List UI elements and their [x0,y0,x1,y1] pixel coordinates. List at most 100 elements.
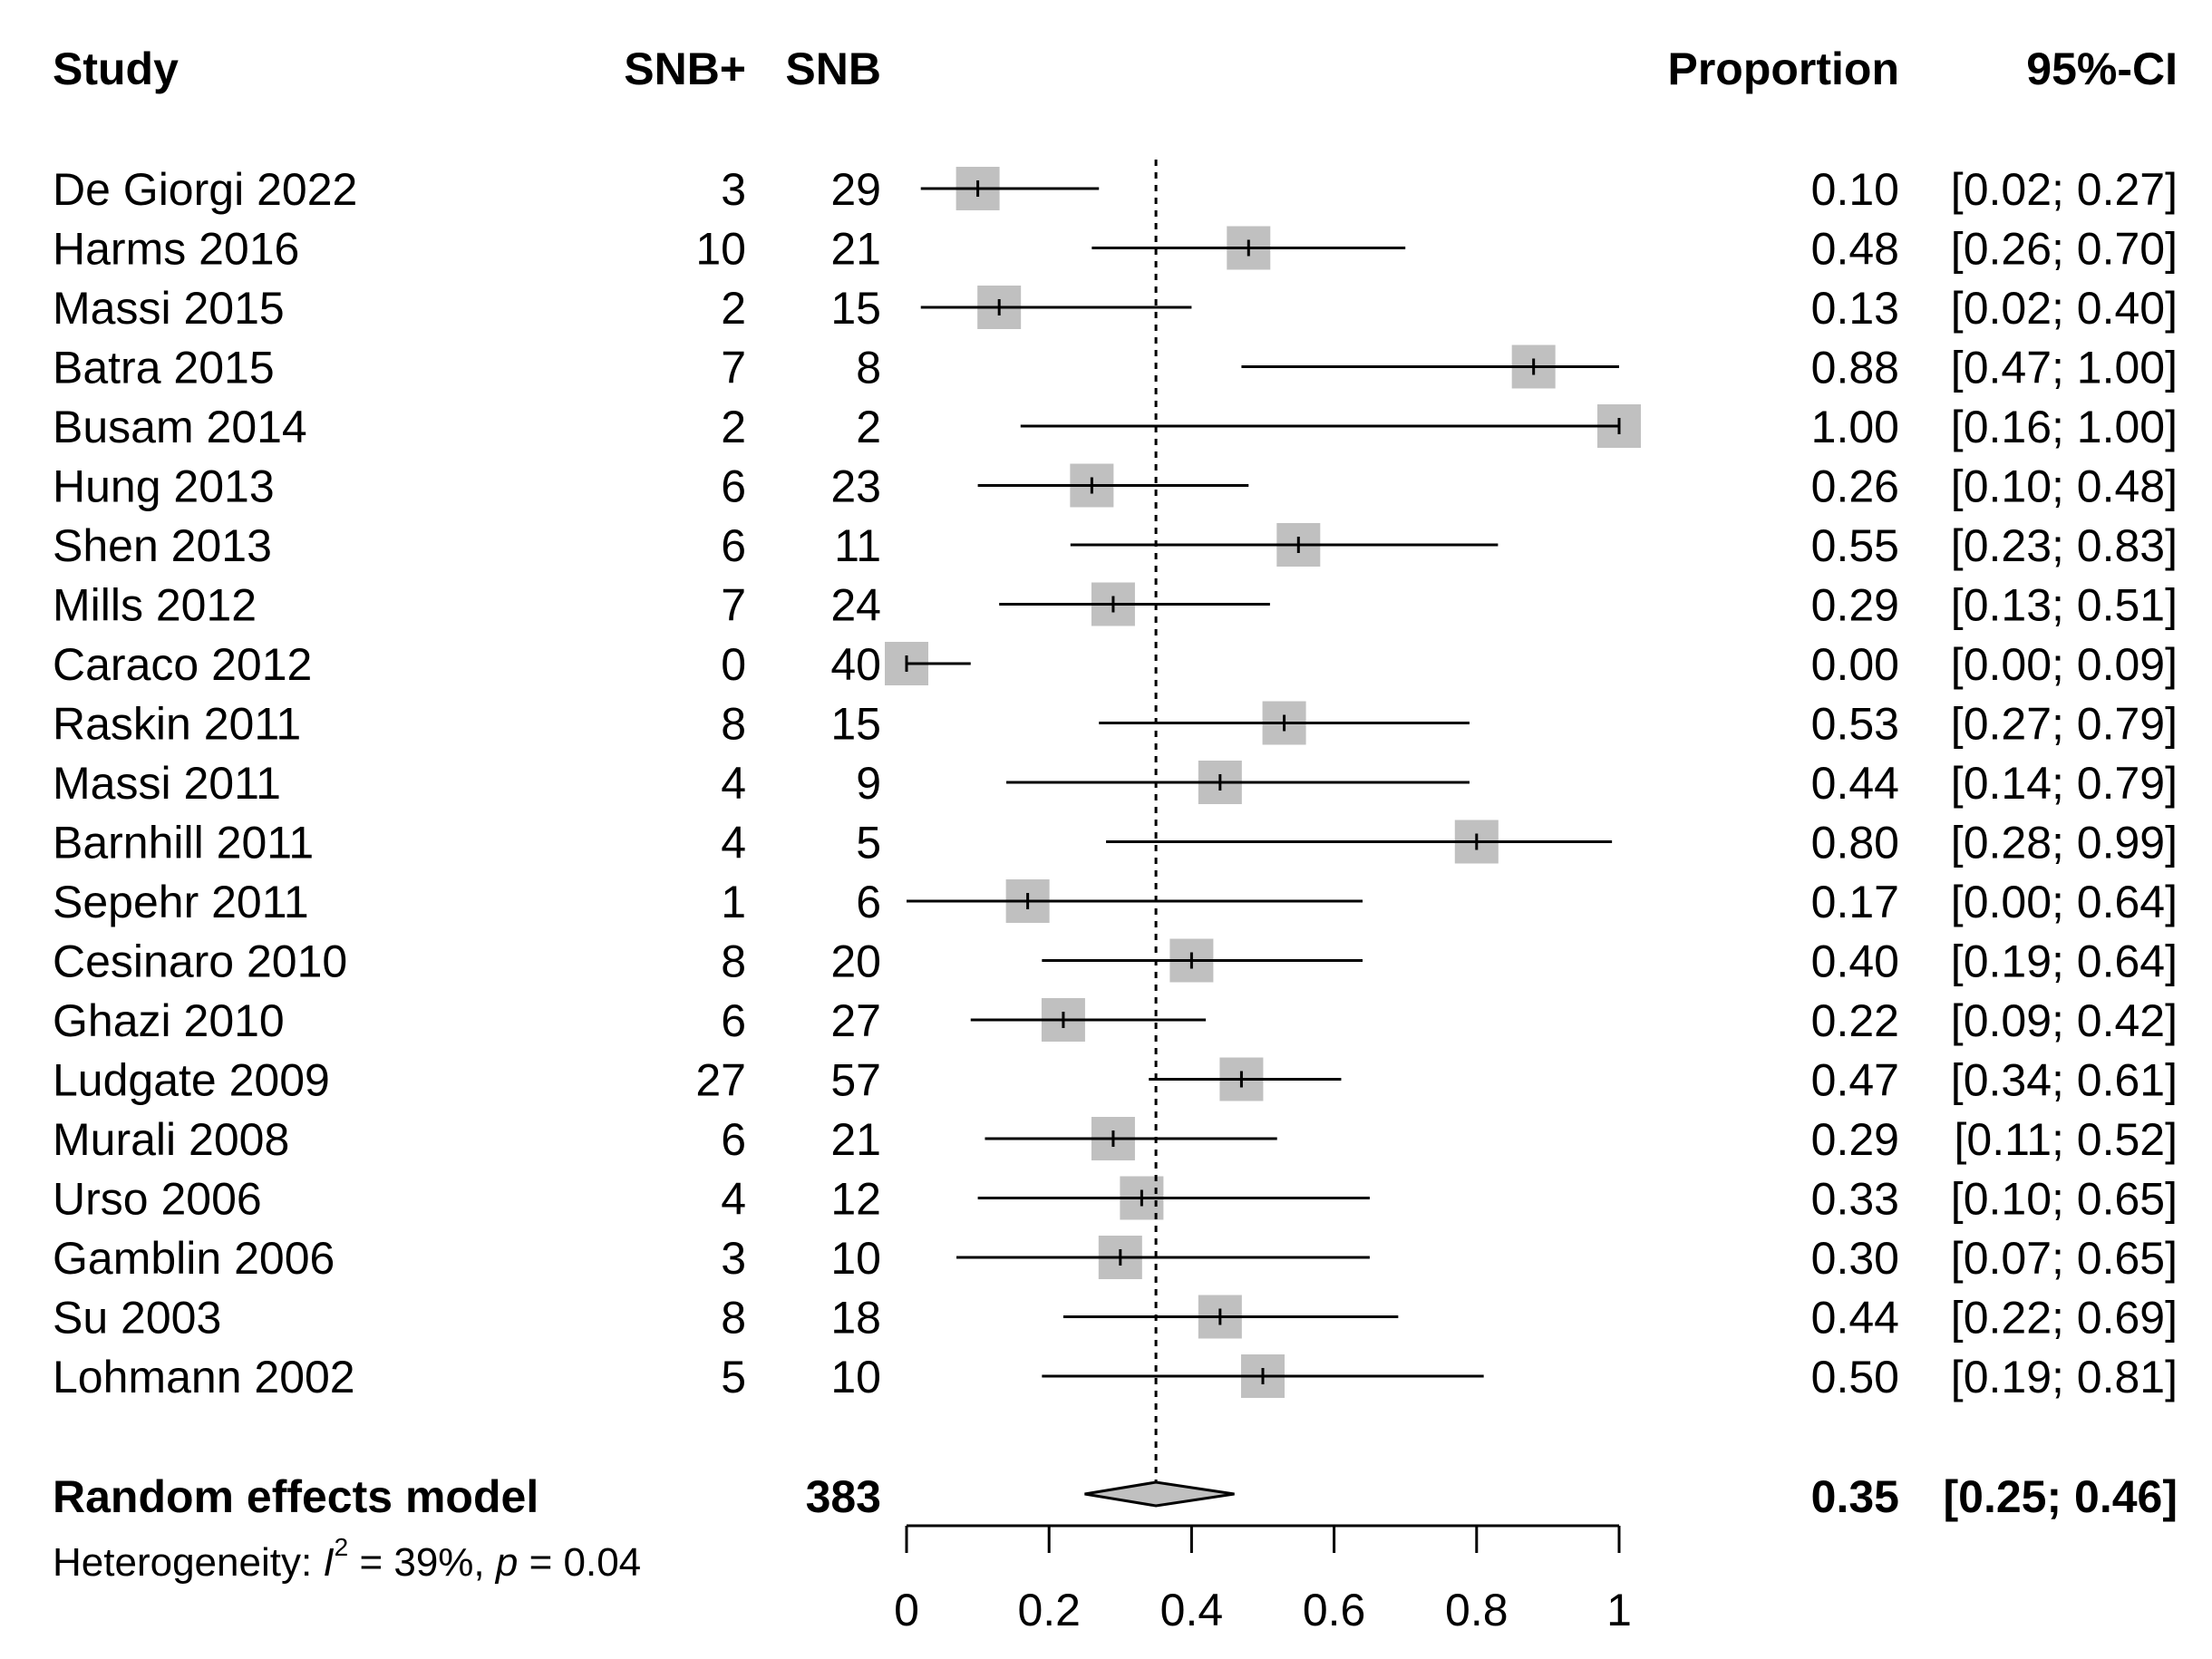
study-events: 0 [721,639,746,690]
study-row: Sepehr 2011 1 6 0.17 [0.00; 0.64] [53,877,2178,927]
study-total: 21 [830,1114,881,1165]
study-ci: [0.28; 0.99] [1951,818,2178,868]
study-events: 27 [695,1055,746,1106]
het-i2-exp: 2 [335,1533,349,1561]
study-events: 8 [721,936,746,987]
pooled-ci: [0.25; 0.46] [1944,1471,2178,1522]
study-name: Sepehr 2011 [53,877,309,927]
study-name: Batra 2015 [53,343,275,393]
study-name: Lohmann 2002 [53,1352,355,1402]
study-events: 6 [721,1114,746,1165]
study-proportion: 0.44 [1811,758,1899,809]
study-total: 8 [856,343,881,393]
study-proportion: 0.29 [1811,1114,1899,1165]
header-proportion: Proportion [1667,44,1899,94]
study-ci: [0.47; 1.00] [1951,343,2178,393]
study-events: 4 [721,818,746,868]
study-row: Batra 2015 7 8 0.88 [0.47; 1.00] [53,343,2178,393]
study-name: Su 2003 [53,1293,221,1344]
study-name: Massi 2011 [53,758,281,809]
study-proportion: 0.33 [1811,1174,1899,1225]
study-events: 6 [721,520,746,571]
study-row: Barnhill 2011 4 5 0.80 [0.28; 0.99] [53,818,2178,868]
plot-area: 0 0.2 0.4 0.6 0.8 1 [894,160,1632,1635]
study-proportion: 0.80 [1811,818,1899,868]
x-tick-label: 0.2 [1017,1585,1081,1635]
study-row: Massi 2015 2 15 0.13 [0.02; 0.40] [53,283,2178,334]
header-total: SNB [785,44,881,94]
pooled-proportion: 0.35 [1811,1471,1899,1522]
study-proportion: 1.00 [1811,402,1899,452]
study-row: Su 2003 8 18 0.44 [0.22; 0.69] [53,1293,2178,1344]
study-total: 2 [856,402,881,452]
study-total: 40 [830,639,881,690]
study-row: Busam 2014 2 2 1.00 [0.16; 1.00] [53,402,2178,452]
study-total: 9 [856,758,881,809]
x-tick-label: 0.8 [1445,1585,1509,1635]
study-name: Raskin 2011 [53,699,301,750]
pooled-label: Random effects model [53,1471,538,1522]
study-events: 4 [721,1174,746,1225]
study-name: De Giorgi 2022 [53,164,357,215]
x-tick-label: 0 [894,1585,919,1635]
study-ci: [0.07; 0.65] [1951,1233,2178,1284]
study-rows: De Giorgi 2022 3 29 0.10 [0.02; 0.27]Harms 2… [53,164,2178,1402]
study-proportion: 0.22 [1811,995,1899,1046]
study-events: 5 [721,1352,746,1402]
study-ci: [0.11; 0.52] [1955,1114,2178,1165]
study-ci: [0.14; 0.79] [1951,758,2178,809]
study-events: 2 [721,402,746,452]
study-name: Hung 2013 [53,461,275,512]
study-name: Urso 2006 [53,1174,262,1225]
study-row: Murali 2008 6 21 0.29 [0.11; 0.52] [53,1114,2178,1165]
study-ci: [0.19; 0.64] [1951,936,2178,987]
study-proportion: 0.10 [1811,164,1899,215]
study-events: 1 [721,877,746,927]
study-events: 6 [721,995,746,1046]
study-name: Murali 2008 [53,1114,289,1165]
header-ci: 95%-CI [2026,44,2178,94]
study-name: Massi 2015 [53,283,285,334]
study-proportion: 0.55 [1811,520,1899,571]
study-row: Cesinaro 2010 8 20 0.40 [0.19; 0.64] [53,936,2178,987]
x-tick-label: 0.6 [1303,1585,1366,1635]
study-row: Gamblin 2006 3 10 0.30 [0.07; 0.65] [53,1233,2178,1284]
study-total: 21 [830,224,881,275]
study-ci: [0.02; 0.40] [1951,283,2178,334]
study-total: 24 [830,580,881,631]
study-events: 4 [721,758,746,809]
study-proportion: 0.88 [1811,343,1899,393]
study-ci: [0.10; 0.48] [1951,461,2178,512]
study-proportion: 0.29 [1811,580,1899,631]
pooled-diamond [1084,1480,1235,1508]
study-ci: [0.34; 0.61] [1951,1055,2178,1106]
study-proportion: 0.53 [1811,699,1899,750]
study-ci: [0.10; 0.65] [1951,1174,2178,1225]
study-total: 29 [830,164,881,215]
study-events: 7 [721,343,746,393]
study-ci: [0.16; 1.00] [1951,402,2178,452]
study-name: Caraco 2012 [53,639,312,690]
study-name: Shen 2013 [53,520,272,571]
study-events: 10 [695,224,746,275]
study-proportion: 0.44 [1811,1293,1899,1344]
study-events: 3 [721,1233,746,1284]
study-events: 8 [721,1293,746,1344]
study-total: 15 [830,699,881,750]
study-row: Ghazi 2010 6 27 0.22 [0.09; 0.42] [53,995,2178,1046]
x-tick-label: 0.4 [1160,1585,1224,1635]
study-events: 8 [721,699,746,750]
study-name: Barnhill 2011 [53,818,314,868]
study-row: Massi 2011 4 9 0.44 [0.14; 0.79] [53,758,2178,809]
study-name: Ghazi 2010 [53,995,285,1046]
study-total: 23 [830,461,881,512]
het-prefix: Heterogeneity: [53,1540,323,1585]
study-ci: [0.22; 0.69] [1951,1293,2178,1344]
study-proportion: 0.00 [1811,639,1899,690]
study-total: 10 [830,1352,881,1402]
study-total: 12 [830,1174,881,1225]
study-total: 10 [830,1233,881,1284]
study-proportion: 0.50 [1811,1352,1899,1402]
study-total: 6 [856,877,881,927]
